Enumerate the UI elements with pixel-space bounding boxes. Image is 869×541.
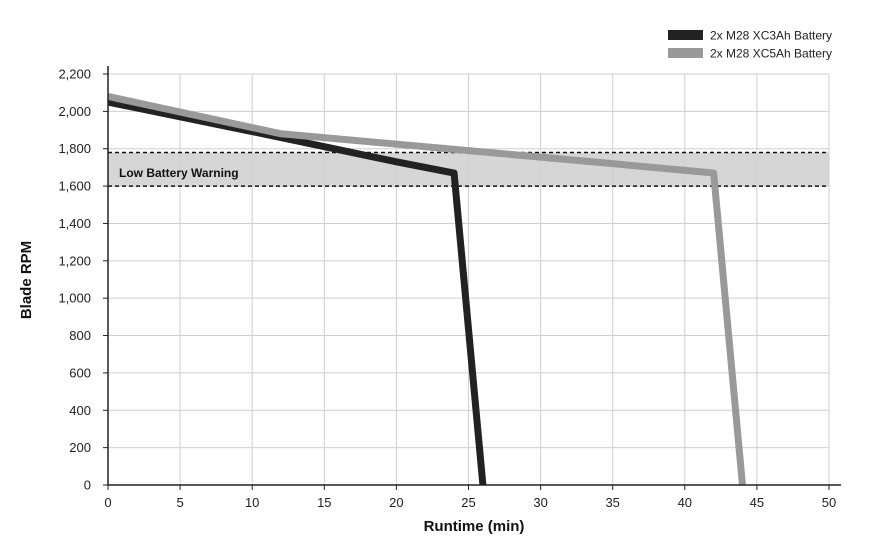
y-tick-label: 0 <box>84 478 91 493</box>
x-tick-label: 50 <box>822 495 836 510</box>
y-tick-label: 1,200 <box>58 253 91 268</box>
series-layer <box>107 92 746 486</box>
y-tick-label: 1,600 <box>58 179 91 194</box>
legend-swatch-1 <box>668 30 703 40</box>
y-tick-label: 200 <box>69 440 91 455</box>
legend-label-2: 2x M28 XC5Ah Battery <box>710 47 832 61</box>
x-tick-label: 35 <box>605 495 619 510</box>
x-tick-label: 45 <box>750 495 764 510</box>
band-label: Low Battery Warning <box>119 166 239 180</box>
y-tick-label: 1,400 <box>58 216 91 231</box>
series-line-1 <box>107 98 487 486</box>
legend-label-1: 2x M28 XC3Ah Battery <box>710 29 832 43</box>
series-line-2 <box>107 92 746 486</box>
x-tick-label: 10 <box>245 495 259 510</box>
y-tick-label: 1,000 <box>58 291 91 306</box>
x-axis-title: Runtime (min) <box>424 518 525 535</box>
x-tick-label: 30 <box>533 495 547 510</box>
x-tick-label: 15 <box>317 495 331 510</box>
x-tick-label: 0 <box>104 495 111 510</box>
x-tick-label: 20 <box>389 495 403 510</box>
x-tick-label: 5 <box>176 495 183 510</box>
y-tick-label: 1,800 <box>58 141 91 156</box>
y-tick-label: 800 <box>69 328 91 343</box>
y-tick-label: 2,000 <box>58 104 91 119</box>
legend: 2x M28 XC3Ah Battery 2x M28 XC5Ah Battery <box>668 29 832 61</box>
y-tick-label: 600 <box>69 365 91 380</box>
legend-swatch-2 <box>668 48 703 58</box>
x-tick-label: 40 <box>678 495 692 510</box>
y-tick-label: 400 <box>69 403 91 418</box>
y-axis-title: Blade RPM <box>18 241 35 319</box>
axis-layer: 0 5 10 15 20 25 30 35 40 45 50 0 200 400 600 800 1,000 1,… <box>58 66 841 510</box>
y-tick-label: 2,200 <box>58 67 91 82</box>
x-tick-label: 25 <box>461 495 475 510</box>
